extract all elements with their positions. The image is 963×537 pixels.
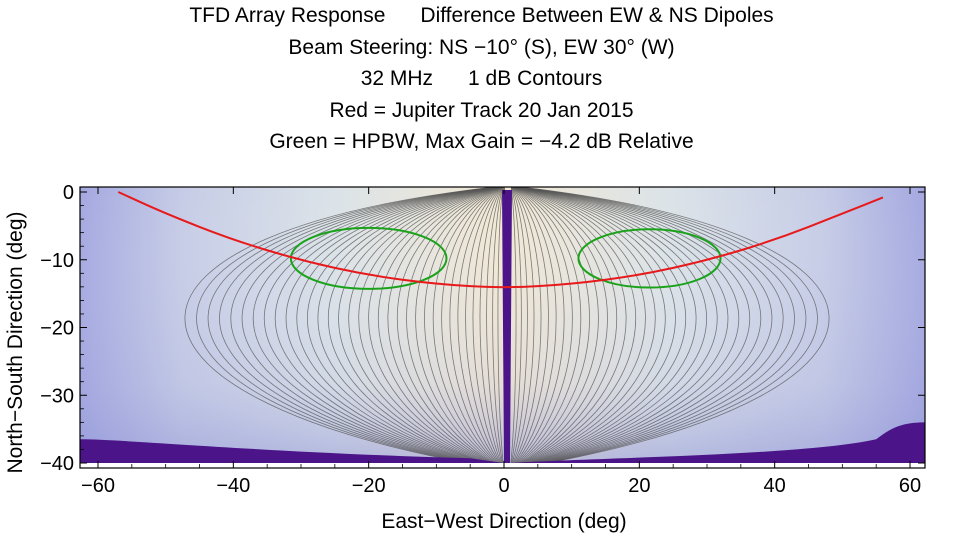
contour-line <box>512 187 618 466</box>
hpbw-ellipse <box>289 226 448 290</box>
contour-line <box>479 187 503 466</box>
contour-line <box>377 187 502 466</box>
contour-line <box>510 187 522 466</box>
contour-line <box>511 187 582 466</box>
contour-line <box>492 187 504 466</box>
contour-line <box>263 187 500 466</box>
y-tick-label: −10 <box>40 250 74 272</box>
title-line-2: Beam Steering: NS −10° (S), EW 30° (W) <box>288 35 675 59</box>
title-line-1: TFD Array Response Difference Between EW… <box>189 4 774 27</box>
contour-line <box>241 187 499 466</box>
title-line-3: 32 MHz 1 dB Contours <box>360 67 603 90</box>
contour-line <box>512 187 599 466</box>
contour-line <box>219 187 499 466</box>
contour-line <box>514 187 718 466</box>
contour-line <box>307 187 500 466</box>
axes: −60 −40 −20 0 20 40 60 0 −10 −20 −30 −40 <box>40 182 925 497</box>
x-tick-label: 40 <box>764 475 786 497</box>
contour-line <box>512 187 627 466</box>
contour-line <box>328 187 501 466</box>
contour-line <box>457 187 503 466</box>
plot-area <box>80 187 925 468</box>
contour-line <box>207 187 499 466</box>
contour-line <box>512 187 590 466</box>
contour-line <box>510 187 517 466</box>
contour-line <box>514 187 707 466</box>
y-tick-label: 0 <box>63 182 74 204</box>
contour-line <box>396 187 502 466</box>
chart-title-block: TFD Array Response Difference Between EW… <box>0 0 963 158</box>
contour-line <box>513 187 697 466</box>
contour-line <box>513 187 666 466</box>
contour-line <box>516 187 830 466</box>
hpbw-ellipse <box>577 228 722 289</box>
contour-line <box>317 187 501 466</box>
contour-line <box>449 187 503 466</box>
contour-line <box>514 187 762 466</box>
contour-line <box>196 187 499 466</box>
title-line-4: Red = Jupiter Track 20 Jan 2015 <box>329 98 634 122</box>
contour-line <box>358 187 501 466</box>
contour-line <box>184 187 498 466</box>
bottom-null-east <box>510 422 925 468</box>
contour-line <box>415 187 502 466</box>
title-line-5: Green = HPBW, Max Gain = −4.2 dB Relativ… <box>269 130 694 153</box>
contour-line <box>515 187 818 466</box>
contour-line <box>511 187 535 466</box>
contour-line <box>465 187 503 466</box>
contour-line <box>513 187 676 466</box>
contour-line <box>514 187 751 466</box>
contour-line <box>338 187 501 466</box>
contour-line <box>515 187 807 466</box>
contour-line <box>511 187 557 466</box>
contour-line <box>511 187 565 466</box>
x-tick-label: 0 <box>498 475 509 497</box>
contour-line <box>512 187 637 466</box>
contour-line <box>514 187 740 466</box>
contour-line <box>497 187 504 466</box>
contour-line <box>424 187 502 466</box>
contour-line <box>513 187 686 466</box>
central-null <box>502 190 512 463</box>
y-tick-label: −40 <box>40 453 74 475</box>
contour-line <box>252 187 500 466</box>
contour-line <box>274 187 500 466</box>
contour-line <box>515 187 784 466</box>
contour-line <box>514 187 729 466</box>
contour-line <box>441 187 503 466</box>
contour-line <box>511 187 542 466</box>
contour-line <box>285 187 500 466</box>
contour-line <box>368 187 501 466</box>
contour-line <box>515 187 773 466</box>
contour-line <box>406 187 502 466</box>
x-axis-label: East−West Direction (deg) <box>381 510 626 533</box>
bottom-strip <box>80 463 925 468</box>
x-tick-label: −40 <box>216 475 250 497</box>
contour-line <box>296 187 500 466</box>
bottom-null-west <box>80 439 504 468</box>
y-tick-label: −20 <box>40 318 74 340</box>
contour-line <box>515 187 795 466</box>
contour-lines <box>184 187 830 466</box>
x-tick-label: −20 <box>352 475 386 497</box>
contour-line <box>230 187 499 466</box>
contour-line <box>348 187 501 466</box>
contour-line <box>511 187 549 466</box>
contour-line <box>486 187 504 466</box>
y-tick-label: −30 <box>40 385 74 407</box>
contour-line <box>511 187 573 466</box>
x-tick-label: −60 <box>81 475 115 497</box>
x-tick-label: 20 <box>628 475 650 497</box>
jupiter-track-line <box>117 191 884 289</box>
y-axis-label: North−South Direction (deg) <box>4 211 27 473</box>
contour-line <box>512 187 608 466</box>
contour-line <box>513 187 656 466</box>
contour-line <box>513 187 646 466</box>
contour-line <box>432 187 503 466</box>
contour-line <box>510 187 528 466</box>
contour-line <box>387 187 502 466</box>
contour-line <box>472 187 503 466</box>
x-tick-label: 60 <box>899 475 921 497</box>
